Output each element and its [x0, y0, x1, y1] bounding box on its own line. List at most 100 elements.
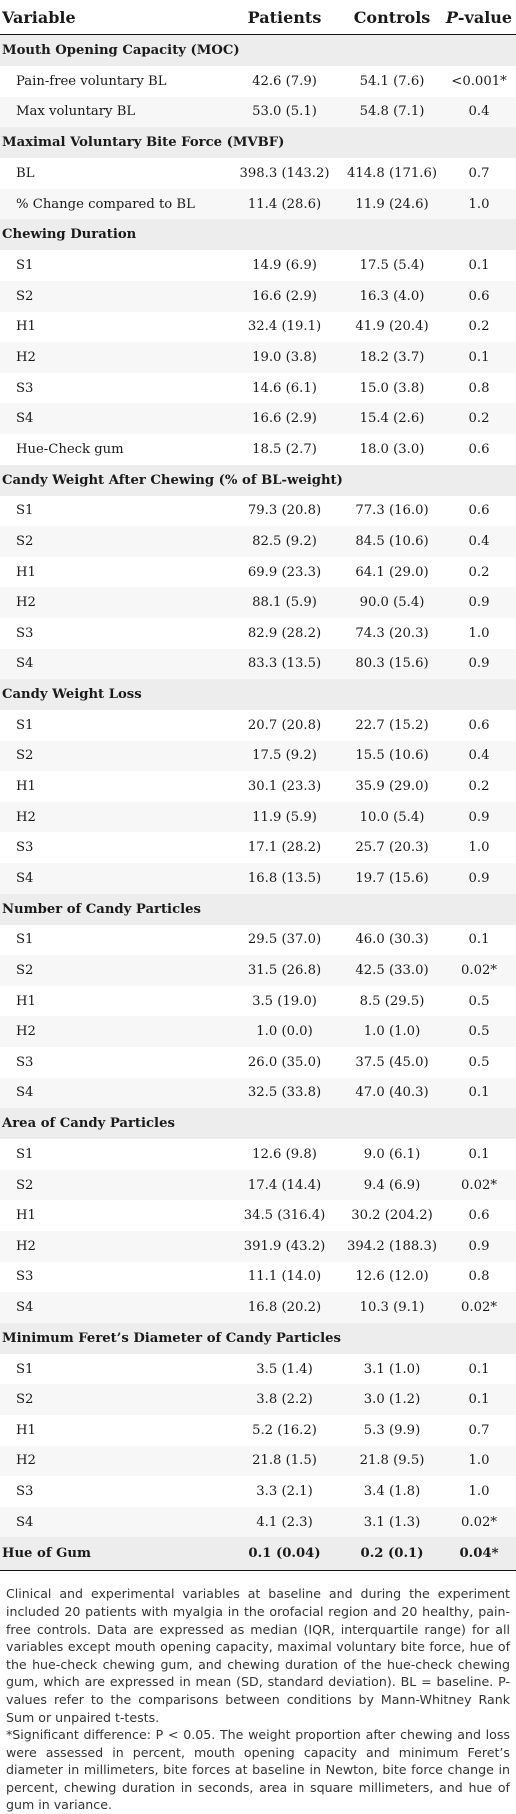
p-value: 0.4 [442, 526, 516, 557]
table-row: S4 83.3 (13.5) 80.3 (15.6) 0.9 [0, 648, 516, 680]
patients-value: 20.7 (20.8) [247, 717, 322, 733]
p-value: 1.0 [468, 1483, 490, 1499]
table-row: S2 82.5 (9.2) 84.5 (10.6) 0.4 [0, 526, 516, 557]
header-row: Variable Patients Controls P-value [0, 0, 516, 35]
row-label: S1 [16, 1147, 34, 1163]
table-row: Pain-free voluntary BL 42.6 (7.9) 54.1 (7.… [0, 66, 516, 97]
controls-value: 10.0 (5.4) [342, 801, 442, 833]
row-label: Pain-free voluntary BL [16, 73, 167, 89]
patients-value: 11.1 (14.0) [247, 1269, 322, 1285]
patients-value: 3.3 (2.1) [256, 1483, 313, 1499]
controls-value: 42.5 (33.0) [342, 955, 442, 986]
table-footnotes: Clinical and experimental variables at b… [0, 1571, 516, 1814]
table-row: S3 26.0 (35.0) 37.5 (45.0) 0.5 [0, 1047, 516, 1078]
controls-value: 46.0 (30.3) [355, 932, 429, 948]
row-label: S1 [16, 503, 34, 519]
row-label: S4 [0, 1077, 227, 1109]
controls-value: 19.7 (15.6) [342, 863, 442, 894]
row-label: Hue-Check gum [16, 441, 124, 457]
table-row: S2 31.5 (26.8) 42.5 (33.0) 0.02* [0, 955, 516, 986]
patients-value: 82.9 (28.2) [247, 625, 322, 641]
table-row: S1 12.6 (9.8) 9.0 (6.1) 0.1 [0, 1139, 516, 1170]
table-row: S3 82.9 (28.2) 74.3 (20.3) 1.0 [0, 618, 516, 649]
p-value: 0.7 [468, 165, 490, 181]
section-header-row: Candy Weight After Chewing (% of BL-weig… [0, 464, 516, 496]
row-label: % Change compared to BL [0, 188, 227, 220]
row-label: BL [16, 165, 35, 181]
header-controls: Controls [342, 0, 442, 35]
patients-value: 391.9 (43.2) [227, 1231, 342, 1262]
section-title: Minimum Feret’s Diameter of Candy Partic… [0, 1322, 516, 1354]
row-label: S2 [0, 526, 227, 557]
patients-value: 16.6 (2.9) [227, 403, 342, 434]
row-label: H1 [16, 993, 36, 1009]
p-value: 0.1 [468, 1147, 490, 1163]
row-label: H1 [16, 319, 36, 335]
p-value: 0.1 [468, 1361, 490, 1377]
p-value: 0.7 [468, 1422, 490, 1438]
patients-value: 42.6 (7.9) [252, 73, 317, 89]
section-header-row: Candy Weight Loss [0, 679, 516, 711]
row-label: H1 [16, 1208, 36, 1224]
patients-value: 31.5 (26.8) [227, 955, 342, 986]
p-value: 0.4 [442, 96, 516, 128]
patients-value: 17.4 (14.4) [227, 1169, 342, 1201]
patients-value: 12.6 (9.8) [252, 1147, 317, 1163]
row-label: S2 [0, 740, 227, 772]
controls-value: 9.0 (6.1) [363, 1147, 421, 1163]
row-label: H2 [0, 1231, 227, 1262]
footnote-significance: *Significant difference: P < 0.05. The w… [6, 1727, 510, 1813]
patients-value: 53.0 (5.1) [227, 96, 342, 128]
controls-value: 22.7 (15.2) [355, 717, 429, 733]
p-value: 1.0 [468, 840, 490, 856]
p-value: 0.9 [442, 863, 516, 894]
row-label: S2 [0, 1384, 227, 1415]
row-label: S3 [16, 840, 34, 856]
row-label: S4 [0, 403, 227, 434]
patients-value: 32.5 (33.8) [227, 1077, 342, 1109]
patients-value: 32.4 (19.1) [247, 319, 322, 335]
section-title: Candy Weight After Chewing (% of BL-weig… [0, 464, 516, 496]
controls-value: 17.5 (5.4) [359, 258, 425, 274]
patients-value: 16.8 (20.2) [227, 1292, 342, 1323]
table-row: S2 3.8 (2.2) 3.0 (1.2) 0.1 [0, 1384, 516, 1415]
controls-value: 12.6 (12.0) [355, 1269, 429, 1285]
p-value: 0.4 [442, 740, 516, 772]
patients-value: 5.2 (16.2) [252, 1422, 317, 1438]
p-value: 0.9 [442, 1231, 516, 1262]
p-value: 0.6 [468, 717, 490, 733]
p-value: 0.5 [468, 1054, 490, 1070]
table-row: H1 5.2 (16.2) 5.3 (9.9) 0.7 [0, 1415, 516, 1446]
table-row: H2 88.1 (5.9) 90.0 (5.4) 0.9 [0, 587, 516, 618]
table-row: S4 16.8 (13.5) 19.7 (15.6) 0.9 [0, 863, 516, 894]
header-patients: Patients [227, 0, 342, 35]
patients-value: 398.3 (143.2) [239, 165, 330, 181]
p-value: 0.6 [468, 1208, 490, 1224]
table-row: S3 11.1 (14.0) 12.6 (12.0) 0.8 [0, 1262, 516, 1293]
p-value: 0.04* [442, 1537, 516, 1572]
table-row: S3 3.3 (2.1) 3.4 (1.8) 1.0 [0, 1476, 516, 1507]
p-value: 1.0 [442, 1445, 516, 1477]
controls-value: 35.9 (29.0) [355, 779, 429, 795]
controls-value: 0.2 (0.1) [342, 1537, 442, 1572]
row-label: S1 [16, 717, 34, 733]
header-pvalue: P-value [442, 0, 516, 35]
table-row: S1 3.5 (1.4) 3.1 (1.0) 0.1 [0, 1354, 516, 1385]
p-value: 0.02* [442, 1506, 516, 1538]
row-label: S4 [0, 1292, 227, 1323]
row-label: S3 [16, 1054, 34, 1070]
controls-value: 30.2 (204.2) [351, 1208, 433, 1224]
row-label: H1 [16, 1422, 36, 1438]
row-label: S4 [0, 1506, 227, 1538]
table-header: Variable Patients Controls P-value [0, 0, 516, 35]
p-value: 0.02* [442, 955, 516, 986]
patients-value: 17.1 (28.2) [247, 840, 322, 856]
controls-value: 18.2 (3.7) [342, 342, 442, 373]
hue-of-gum-row: Hue of Gum 0.1 (0.04) 0.2 (0.1) 0.04* [0, 1537, 516, 1572]
row-label: S4 [0, 648, 227, 680]
table-row: H1 34.5 (316.4) 30.2 (204.2) 0.6 [0, 1200, 516, 1231]
section-title: Area of Candy Particles [0, 1108, 516, 1140]
header-pvalue-p: P [445, 7, 458, 27]
patients-value: 14.9 (6.9) [252, 258, 317, 274]
row-label: S2 [0, 955, 227, 986]
